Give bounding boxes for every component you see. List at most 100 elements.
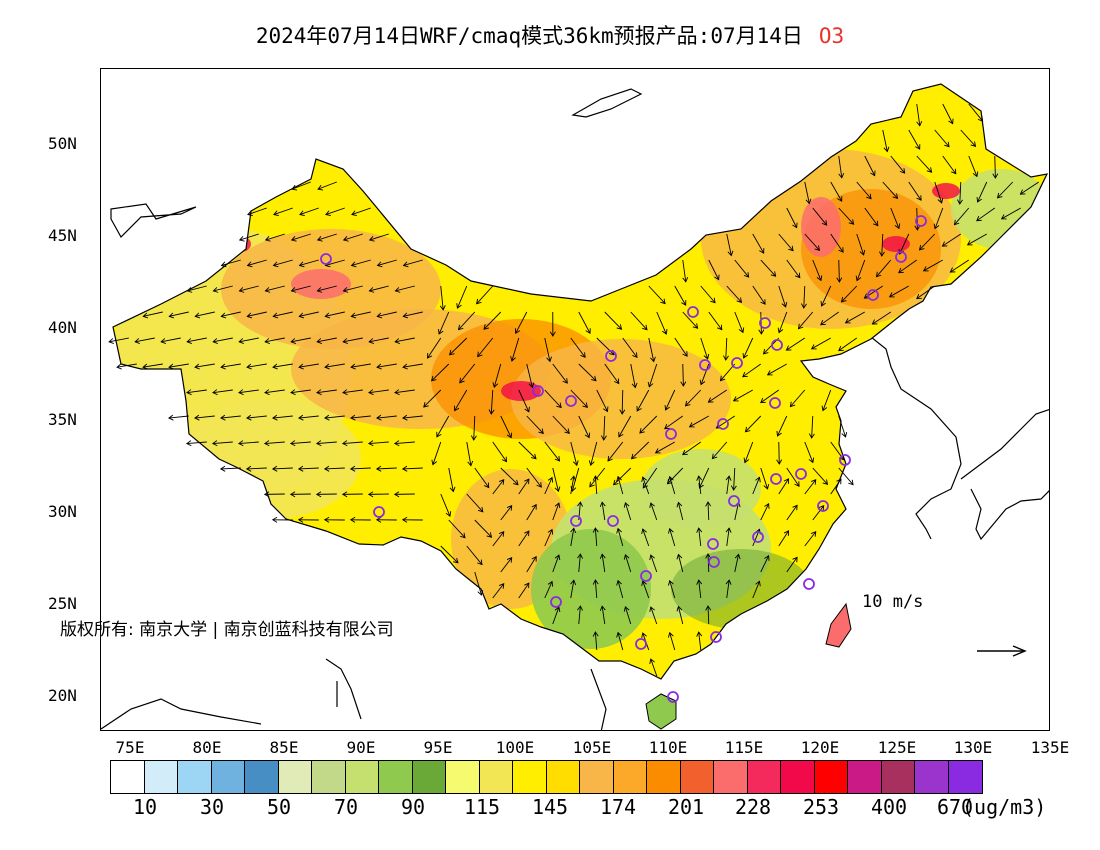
city-marker <box>532 385 544 397</box>
wind-arrow <box>667 631 676 651</box>
legend-swatch <box>546 761 580 793</box>
wind-arrow <box>676 605 684 625</box>
wind-arrow <box>264 233 285 242</box>
wind-arrow <box>664 415 684 430</box>
wind-arrow <box>707 389 728 403</box>
city-marker <box>550 596 562 608</box>
wind-arrow <box>552 363 568 384</box>
wind-arrow <box>864 155 876 177</box>
wind-arrow <box>492 531 505 547</box>
lat-label: 35N <box>48 410 77 429</box>
wind-arrow <box>630 311 648 331</box>
map-title: 2024年07月14日WRF/cmaq模式36km预报产品:07月14日 O3 <box>0 20 1100 50</box>
wind-arrow <box>492 583 505 599</box>
legend-swatch <box>613 761 647 793</box>
wind-arrow <box>272 259 293 268</box>
wind-arrow <box>647 363 658 388</box>
wind-arrow <box>578 415 591 439</box>
wind-arrow <box>570 579 577 599</box>
legend-tick-label: 10 <box>132 795 158 819</box>
wind-arrow <box>552 502 561 521</box>
wind-arrow <box>518 582 530 599</box>
wind-arrow <box>838 467 854 486</box>
lon-label: 85E <box>269 738 299 757</box>
wind-arrow <box>838 155 845 179</box>
wind-arrow <box>488 389 495 415</box>
wind-arrow <box>730 467 737 491</box>
wind-arrow <box>908 181 922 201</box>
wind-arrow <box>211 440 233 447</box>
wind-arrow <box>648 285 666 305</box>
wind-arrow <box>271 465 293 472</box>
wind-arrow <box>577 605 584 625</box>
wind-arrow <box>708 259 720 281</box>
lon-label: 75E <box>115 738 145 757</box>
city-marker <box>717 418 729 430</box>
city-marker <box>915 215 927 227</box>
wind-arrow <box>830 181 843 202</box>
city-marker <box>728 495 740 507</box>
wind-arrow <box>263 491 285 498</box>
city-marker <box>710 631 722 643</box>
wind-arrow <box>696 579 703 599</box>
legend-swatch <box>848 761 882 793</box>
legend-swatch <box>647 761 681 793</box>
wind-arrow <box>684 389 702 407</box>
city-marker <box>320 253 332 265</box>
legend-swatch <box>580 761 614 793</box>
wind-arrow <box>500 467 519 486</box>
wind-arrow <box>641 476 650 495</box>
lon-label: 95E <box>423 738 453 757</box>
wind-arrow <box>588 441 598 467</box>
wind-arrow <box>220 414 241 421</box>
wind-arrow <box>778 478 790 495</box>
wind-arrow <box>220 259 241 268</box>
wind-arrow <box>350 311 371 319</box>
wind-arrow <box>376 363 397 370</box>
wind-arrow <box>186 285 207 293</box>
wind-arrow <box>376 259 397 268</box>
wind-arrow <box>456 285 468 309</box>
wind-arrow <box>194 363 215 370</box>
wind-arrow <box>341 440 363 447</box>
wind-arrow <box>289 440 311 447</box>
wind-arrow <box>812 505 825 521</box>
city-marker <box>635 638 647 650</box>
wind-arrow <box>134 337 155 344</box>
lon-label: 125E <box>877 738 917 757</box>
wind-arrow <box>844 311 865 324</box>
wind-arrow <box>325 207 345 217</box>
wind-arrow <box>474 571 484 596</box>
wind-arrow <box>448 467 456 493</box>
wind-arrow <box>800 285 807 309</box>
wind-arrow <box>976 207 996 222</box>
wind-arrow <box>194 311 215 319</box>
wind-arrow <box>375 465 397 472</box>
wind-arrow <box>544 389 562 409</box>
wind-vectors <box>108 103 1040 677</box>
wind-arrow <box>518 530 530 547</box>
wind-arrow <box>297 516 319 523</box>
wind-arrow <box>649 502 658 521</box>
wind-arrow <box>324 363 345 370</box>
wind-arrow <box>342 389 363 396</box>
wind-arrow <box>376 414 397 421</box>
wind-arrow <box>785 337 806 351</box>
city-marker <box>839 454 851 466</box>
wind-arrow <box>786 259 801 279</box>
wind-arrow <box>323 465 345 472</box>
wind-arrow <box>875 259 892 278</box>
wind-arrow <box>549 311 556 337</box>
wind-arrow <box>732 389 753 402</box>
wind-arrow <box>402 363 423 370</box>
lat-label: 30N <box>48 502 77 521</box>
wind-arrow <box>700 285 716 304</box>
city-marker <box>817 500 829 512</box>
legend-swatch <box>714 761 748 793</box>
wind-arrow <box>466 545 483 566</box>
wind-arrow <box>238 389 259 396</box>
wind-arrow <box>219 465 241 472</box>
wind-arrow <box>604 363 620 385</box>
wind-arrow <box>264 337 285 344</box>
wind-arrow <box>810 337 831 350</box>
